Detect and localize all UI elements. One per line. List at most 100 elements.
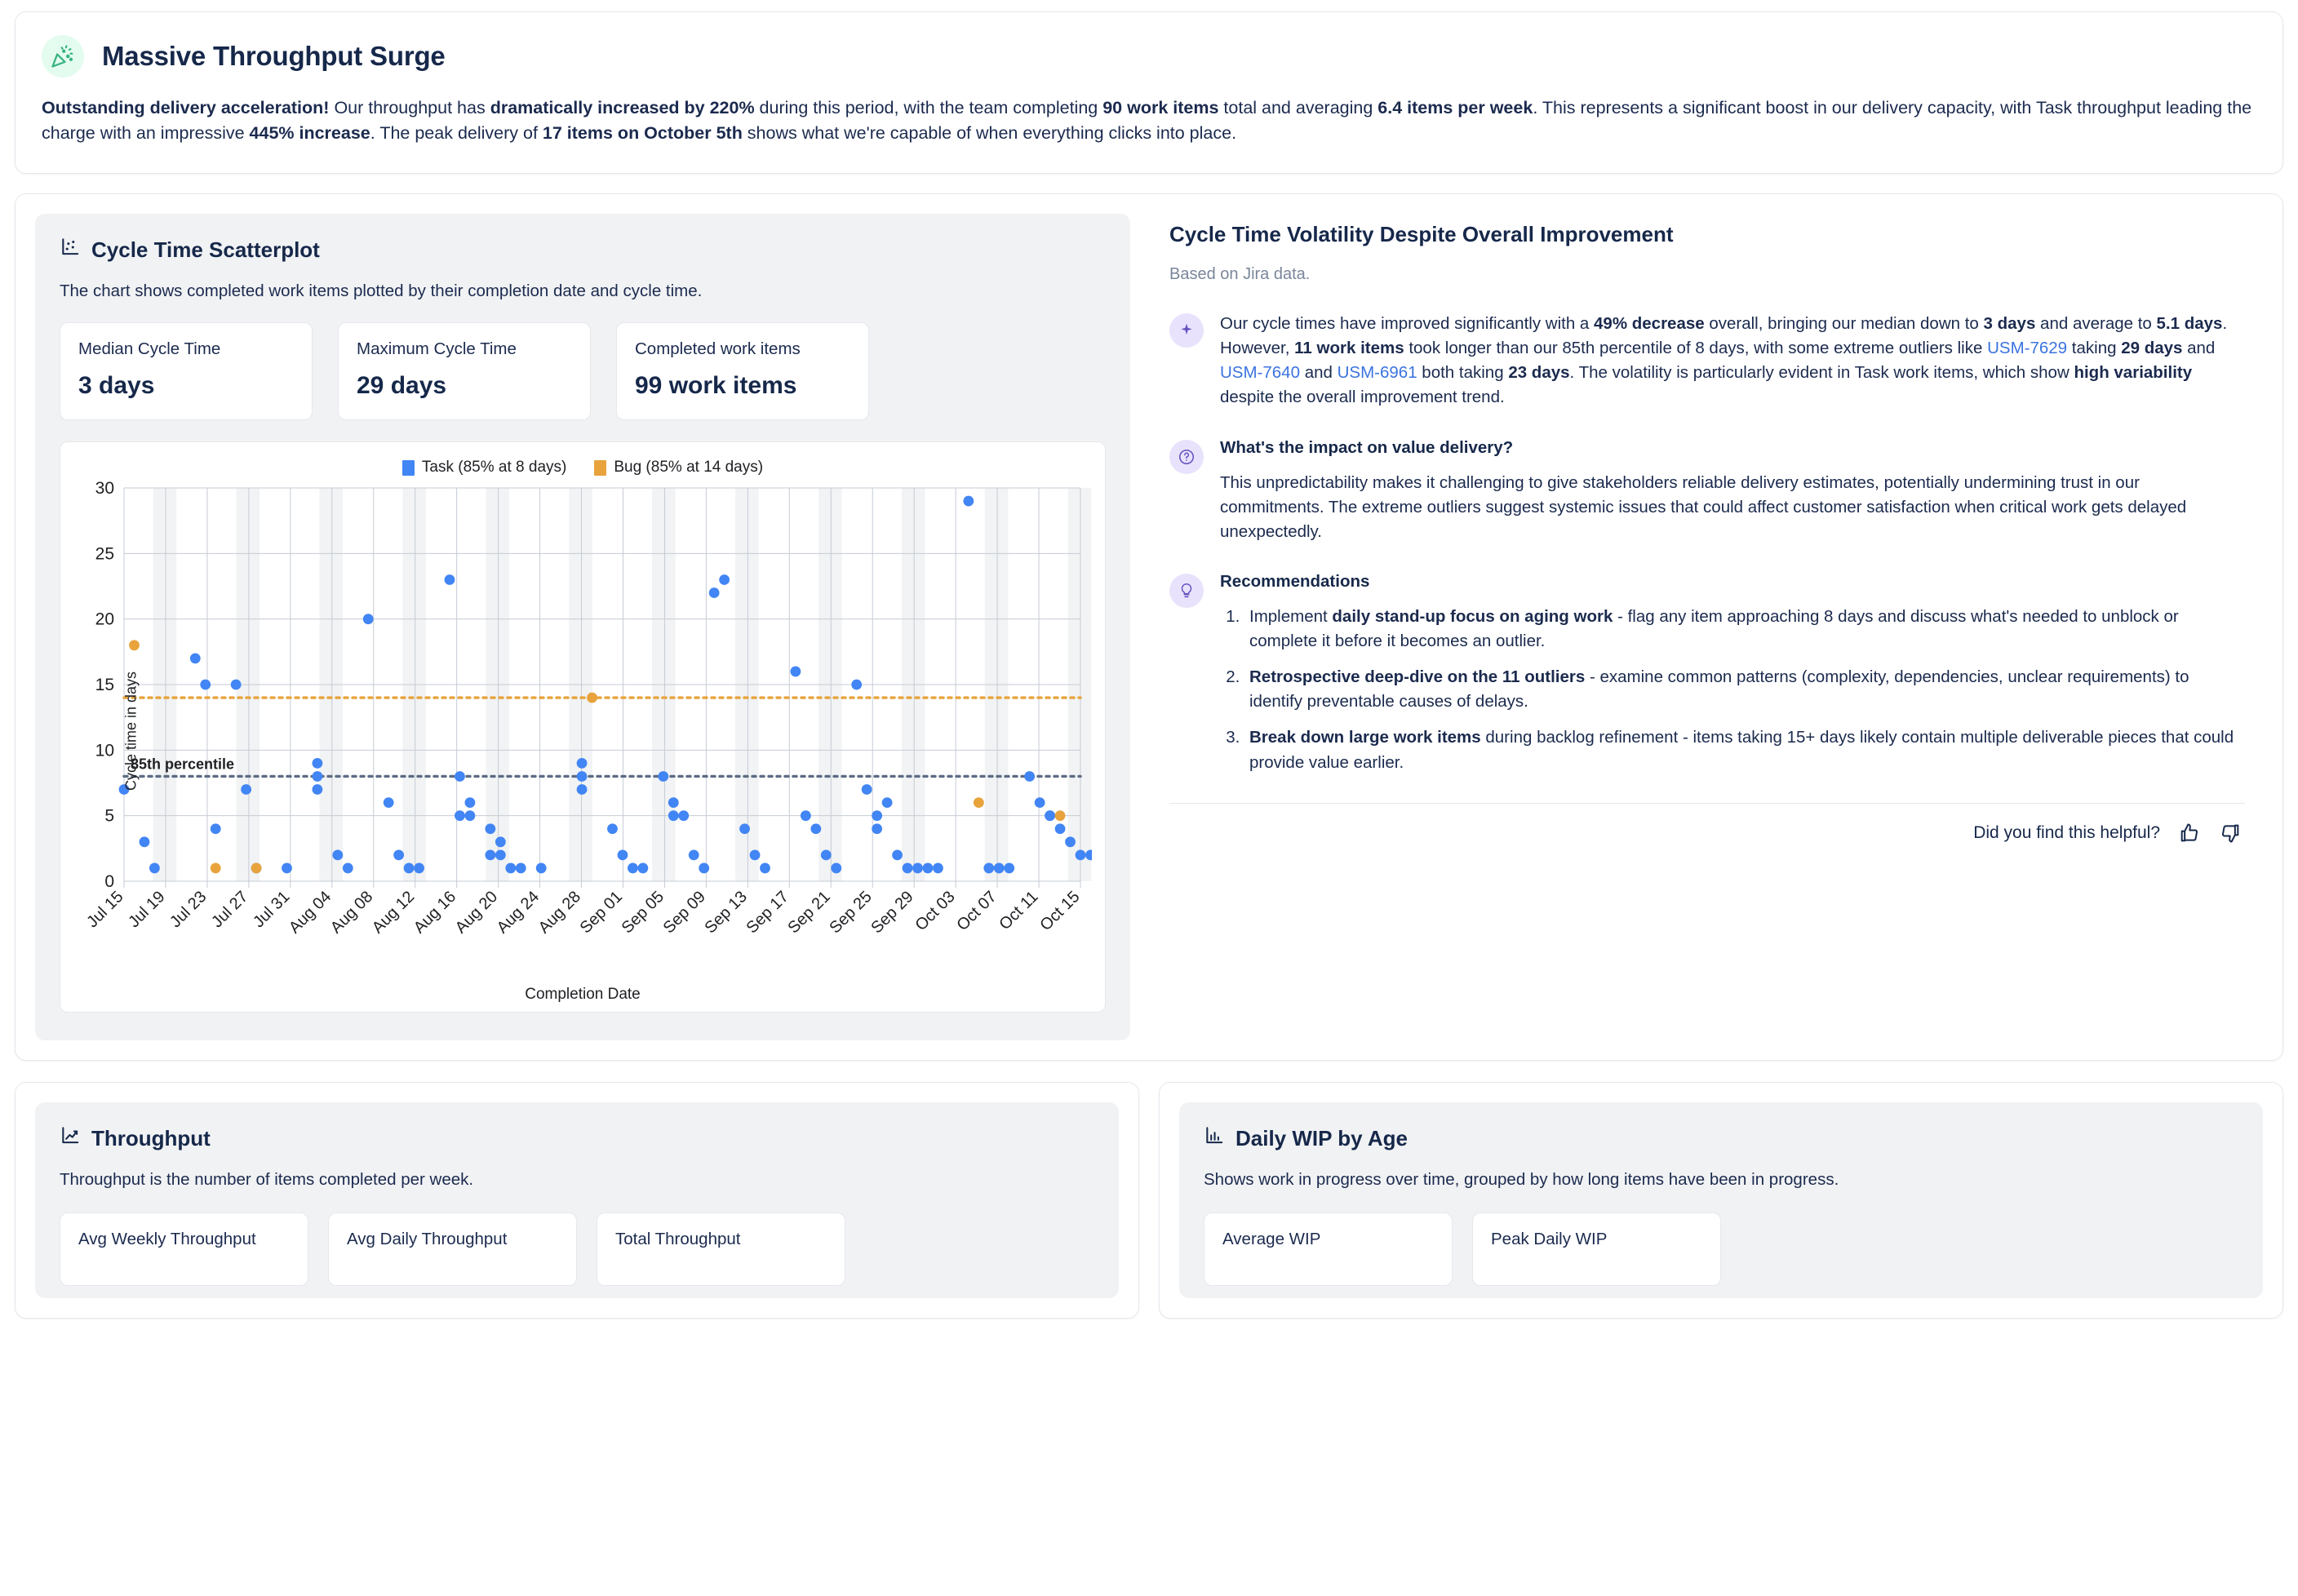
svg-text:85th percentile: 85th percentile	[131, 756, 234, 772]
throughput-surge-banner: Massive Throughput Surge Outstanding del…	[15, 11, 2283, 175]
question-mark-icon	[1169, 439, 1204, 474]
insight-question-block: What's the impact on value delivery? Thi…	[1169, 438, 2245, 544]
stat-peak-daily-wip: Peak Daily WIP	[1472, 1213, 1721, 1287]
thumbs-up-icon[interactable]	[2178, 822, 2201, 845]
legend-item-bug[interactable]: Bug (85% at 14 days)	[594, 459, 763, 477]
daily-wip-title: Daily WIP by Age	[1236, 1126, 1408, 1151]
banner-paragraph: Outstanding delivery acceleration! Our t…	[42, 98, 2252, 143]
scatterplot-description: The chart shows completed work items plo…	[60, 282, 703, 301]
svg-text:Jul 23: Jul 23	[166, 888, 210, 931]
svg-text:Oct 15: Oct 15	[1036, 888, 1083, 934]
stat-average-wip: Average WIP	[1204, 1213, 1453, 1287]
stat-median-cycle-time: Median Cycle Time 3 days	[60, 322, 313, 421]
legend-label-task: Task (85% at 8 days)	[421, 459, 567, 477]
recommendations-heading: Recommendations	[1220, 571, 1370, 591]
stat-label: Total Throughput	[615, 1230, 741, 1249]
throughput-card: Throughput Throughput is the number of i…	[15, 1082, 1139, 1319]
throughput-description: Throughput is the number of items comple…	[60, 1170, 474, 1190]
svg-text:15: 15	[95, 676, 114, 694]
bar-chart-icon	[1204, 1125, 1225, 1152]
svg-text:25: 25	[95, 544, 114, 563]
insight-recommendations-content: Recommendations Implement daily stand-up…	[1220, 572, 2245, 775]
svg-text:Jul 27: Jul 27	[208, 888, 251, 931]
daily-wip-card: Daily WIP by Age Shows work in progress …	[1159, 1082, 2283, 1319]
recommendations-list: Implement daily stand-up focus on aging …	[1220, 605, 2245, 775]
insight-question-content: What's the impact on value delivery? Thi…	[1220, 438, 2245, 544]
stat-label: Average WIP	[1222, 1230, 1321, 1249]
page-root: Massive Throughput Surge Outstanding del…	[0, 0, 2298, 1330]
work-item-link[interactable]: USM-7629	[1987, 339, 2068, 358]
svg-text:5: 5	[104, 807, 114, 826]
legend-label-bug: Bug (85% at 14 days)	[614, 459, 764, 477]
stat-label: Peak Daily WIP	[1491, 1230, 1608, 1249]
daily-wip-stat-tiles: Average WIP Peak Daily WIP	[1204, 1213, 2238, 1287]
recommendation-item: Implement daily stand-up focus on aging …	[1244, 605, 2245, 654]
svg-text:Sep 09: Sep 09	[660, 888, 709, 937]
insight-panel: Cycle Time Volatility Despite Overall Im…	[1151, 214, 2263, 1040]
daily-wip-header: Daily WIP by Age	[1204, 1125, 2238, 1152]
stat-label: Median Cycle Time	[78, 339, 221, 359]
insight-title: Cycle Time Volatility Despite Overall Im…	[1169, 222, 1674, 247]
svg-text:Aug 20: Aug 20	[452, 888, 501, 937]
work-item-link[interactable]: USM-7640	[1220, 363, 1300, 383]
party-popper-icon	[42, 35, 84, 78]
svg-text:10: 10	[95, 741, 114, 760]
svg-text:Aug 16: Aug 16	[410, 888, 459, 937]
work-item-link[interactable]: USM-6961	[1337, 363, 1417, 383]
sparkle-icon	[1169, 313, 1204, 348]
legend-swatch-task	[401, 459, 415, 476]
plot-area: Cycle time in days 0 5 10 15 20 25 30 85th perc…	[73, 478, 1092, 984]
insight-question-heading: What's the impact on value delivery?	[1220, 437, 1514, 457]
svg-text:Jul 19: Jul 19	[125, 888, 168, 931]
svg-text:Sep 29: Sep 29	[867, 888, 916, 937]
svg-text:Aug 24: Aug 24	[494, 888, 543, 937]
insight-recommendations-block: Recommendations Implement daily stand-up…	[1169, 572, 2245, 775]
svg-text:Sep 25: Sep 25	[826, 888, 875, 937]
legend-item-task[interactable]: Task (85% at 8 days)	[401, 459, 567, 477]
svg-text:Oct 11: Oct 11	[996, 888, 1041, 933]
svg-text:Sep 21: Sep 21	[784, 888, 833, 937]
banner-title: Massive Throughput Surge	[102, 41, 446, 71]
svg-text:Aug 28: Aug 28	[535, 888, 584, 937]
insight-summary-block: Our cycle times have improved significan…	[1169, 312, 2245, 410]
thumbs-down-icon[interactable]	[2219, 822, 2242, 845]
banner-header: Massive Throughput Surge	[42, 35, 2256, 78]
stat-value: 29 days	[357, 372, 447, 400]
daily-wip-description: Shows work in progress over time, groupe…	[1204, 1170, 1839, 1190]
cycle-time-scatterplot-panel: Cycle Time Scatterplot The chart shows c…	[35, 214, 1130, 1041]
svg-text:20: 20	[95, 610, 114, 629]
scatterplot-panel-header: Cycle Time Scatterplot	[60, 237, 1106, 264]
svg-text:Aug 12: Aug 12	[369, 888, 418, 937]
scatterplot-stat-tiles: Median Cycle Time 3 days Maximum Cycle T…	[60, 322, 1106, 421]
throughput-stat-tiles: Avg Weekly Throughput Avg Daily Throughp…	[60, 1213, 1094, 1287]
stat-value: 3 days	[78, 372, 155, 400]
svg-text:Sep 01: Sep 01	[577, 888, 626, 937]
bottom-panels: Throughput Throughput is the number of i…	[15, 1082, 2283, 1319]
insight-question-body: This unpredictability makes it challengi…	[1220, 472, 2187, 541]
svg-text:Sep 17: Sep 17	[743, 888, 792, 937]
stat-maximum-cycle-time: Maximum Cycle Time 29 days	[338, 322, 591, 421]
svg-text:Aug 04: Aug 04	[286, 888, 335, 937]
svg-text:Sep 13: Sep 13	[702, 888, 751, 937]
throughput-panel: Throughput Throughput is the number of i…	[35, 1102, 1119, 1299]
daily-wip-panel: Daily WIP by Age Shows work in progress …	[1179, 1102, 2263, 1299]
stat-avg-daily-throughput: Avg Daily Throughput	[328, 1213, 577, 1287]
scatterplot-chart: Task (85% at 8 days) Bug (85% at 14 days…	[60, 441, 1106, 1013]
scatterplot-icon	[60, 237, 81, 264]
recommendation-item: Break down large work items during backl…	[1244, 725, 2245, 774]
svg-text:30: 30	[95, 479, 114, 498]
legend-swatch-bug	[594, 459, 607, 476]
insight-divider	[1169, 802, 2245, 804]
svg-text:0: 0	[104, 872, 114, 891]
feedback-label: Did you find this helpful?	[1973, 822, 2160, 842]
lightbulb-icon	[1169, 573, 1204, 608]
stat-total-throughput: Total Throughput	[597, 1213, 845, 1287]
stat-label: Maximum Cycle Time	[357, 339, 517, 359]
scatterplot-panel-title: Cycle Time Scatterplot	[91, 237, 320, 263]
cycle-time-section: Cycle Time Scatterplot The chart shows c…	[15, 193, 2283, 1062]
svg-text:Sep 05: Sep 05	[619, 888, 668, 937]
stat-completed-work-items: Completed work items 99 work items	[616, 322, 869, 421]
stat-label: Avg Weekly Throughput	[78, 1230, 256, 1249]
stat-avg-weekly-throughput: Avg Weekly Throughput	[60, 1213, 308, 1287]
